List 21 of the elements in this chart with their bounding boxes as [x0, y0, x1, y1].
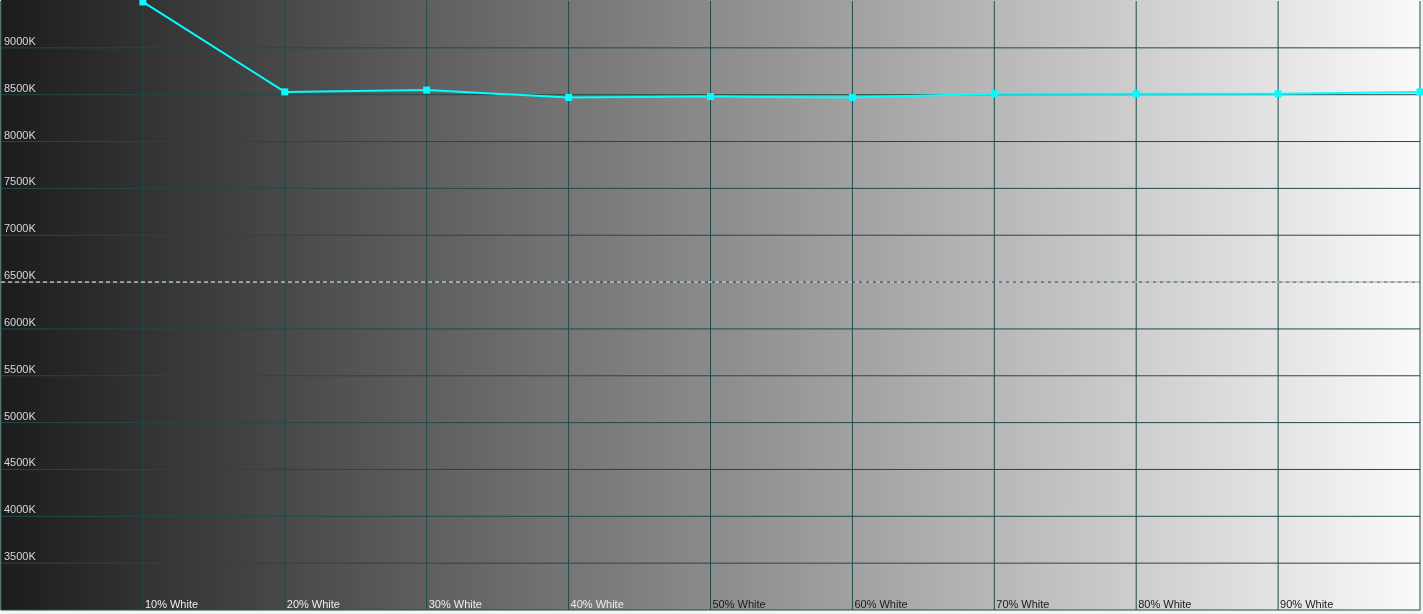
y-tick-label: 5000K	[4, 409, 37, 422]
y-tick-label: 4500K	[4, 456, 37, 469]
y-tick-label: 6000K	[4, 315, 37, 328]
x-tick-label: 50% White	[712, 598, 766, 610]
x-tick-label: 80% White	[1138, 598, 1192, 610]
y-tick-label: 8000K	[4, 128, 37, 141]
y-tick-label: 5500K	[4, 362, 37, 375]
y-tick-label: 9000K	[4, 34, 37, 47]
y-tick-label: 6500K	[4, 269, 37, 282]
y-tick-label: 4000K	[4, 503, 37, 516]
x-tick-label: 40% White	[570, 598, 624, 610]
x-tick-label: 90% White	[1280, 598, 1334, 610]
x-tick-label: 30% White	[428, 598, 482, 610]
x-tick-label: 60% White	[854, 598, 908, 610]
x-tick-label: 10% White	[144, 598, 199, 610]
y-tick-label: 3500K	[4, 550, 37, 563]
x-tick-label: 70% White	[996, 598, 1050, 610]
y-tick-label: 7500K	[4, 175, 37, 188]
x-tick-label: 20% White	[286, 598, 340, 610]
y-tick-label: 8500K	[4, 81, 37, 94]
y-tick-label: 7000K	[4, 222, 37, 235]
